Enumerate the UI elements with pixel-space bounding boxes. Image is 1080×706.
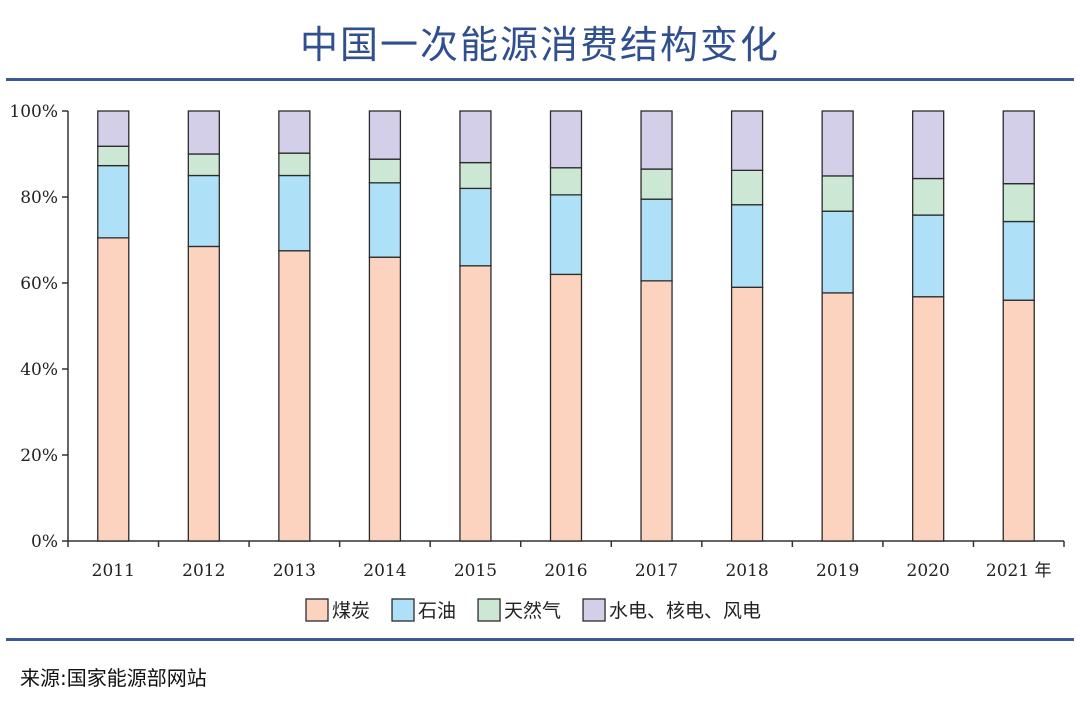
x-tick-label: 2011 xyxy=(92,561,135,581)
bar-segment xyxy=(278,174,311,252)
bar-segment xyxy=(912,296,945,542)
bar-segment xyxy=(912,214,945,298)
bar-segment xyxy=(278,250,311,542)
x-tick-label: 2021 年 xyxy=(986,561,1052,581)
legend-swatch xyxy=(477,598,501,622)
bar-segment xyxy=(549,167,583,196)
chart-axes: 0% 20% 40% 60% 80% 100% 2011 2012 2013 2014 2015 20… xyxy=(9,102,1065,581)
bar-segment xyxy=(821,110,854,177)
legend-swatch xyxy=(391,598,415,622)
bar-segment xyxy=(459,265,492,542)
legend-label: 石油 xyxy=(418,600,456,622)
x-tick-label: 2015 xyxy=(454,561,497,581)
y-tick-label: 60% xyxy=(20,274,58,294)
bar-segment xyxy=(640,110,673,170)
chart-bars xyxy=(97,110,1035,542)
bar-segment xyxy=(730,169,764,206)
legend-label: 煤炭 xyxy=(332,600,370,622)
bar-segment xyxy=(821,175,854,212)
x-tick-label: 2014 xyxy=(363,561,406,581)
legend-swatch xyxy=(582,598,606,622)
chart-title: 中国一次能源消费结构变化 xyxy=(299,23,780,67)
bar-segment xyxy=(459,187,492,267)
x-tick-label: 2019 xyxy=(816,561,859,581)
legend-label: 天然气 xyxy=(504,600,561,622)
bar-segment xyxy=(912,110,945,180)
bar-segment xyxy=(187,245,220,542)
stacked-bar-chart: 0% 20% 40% 60% 80% 100% 2011 2012 2013 2014 2015 20… xyxy=(9,102,1065,622)
bar-segment xyxy=(97,164,130,239)
y-tick-label: 0% xyxy=(31,532,58,552)
bar-segment xyxy=(730,110,764,171)
bar-segment xyxy=(730,286,764,542)
bar-segment xyxy=(368,110,402,160)
legend-swatch xyxy=(305,598,329,622)
y-tick-label: 20% xyxy=(20,446,58,466)
y-tick-label: 40% xyxy=(20,360,58,380)
bar-segment xyxy=(640,280,673,542)
bar-segment xyxy=(1002,183,1035,223)
bar-segment xyxy=(1002,110,1035,185)
bar-segment xyxy=(459,110,492,164)
bar-segment xyxy=(278,110,311,154)
bar-segment xyxy=(821,292,854,542)
bar-segment xyxy=(640,168,673,200)
bar-segment xyxy=(97,110,130,147)
y-tick-label: 80% xyxy=(20,188,58,208)
x-tick-label: 2020 xyxy=(907,561,950,581)
x-tick-label: 2013 xyxy=(273,561,316,581)
x-tick-label: 2017 xyxy=(635,561,678,581)
bar-segment xyxy=(912,177,945,216)
bar-segment xyxy=(821,210,854,294)
bar-segment xyxy=(97,237,130,542)
bar-segment xyxy=(368,158,402,184)
legend-label: 水电、核电、风电 xyxy=(609,600,761,622)
bar-segment xyxy=(1002,220,1035,301)
bar-segment xyxy=(1002,299,1035,542)
bar-segment xyxy=(549,110,583,169)
chart-legend: 煤炭 石油 天然气 水电、核电、风电 xyxy=(305,598,761,622)
bar-segment xyxy=(549,194,583,276)
bar-segment xyxy=(640,198,673,282)
source-note: 来源:国家能源部网站 xyxy=(20,666,207,690)
bar-segment xyxy=(187,174,220,248)
bar-segment xyxy=(97,145,130,167)
bar-segment xyxy=(549,273,583,542)
bar-segment xyxy=(278,152,311,177)
bar-segment xyxy=(187,110,220,155)
bar-segment xyxy=(730,204,764,288)
x-tick-label: 2012 xyxy=(182,561,225,581)
bar-segment xyxy=(459,161,492,190)
title-divider xyxy=(6,78,1074,81)
footer-divider xyxy=(6,638,1074,641)
bar-segment xyxy=(368,182,402,258)
y-tick-label: 100% xyxy=(9,102,58,122)
bar-segment xyxy=(187,153,220,177)
x-tick-label: 2018 xyxy=(725,561,768,581)
bar-segment xyxy=(368,256,402,542)
x-tick-label: 2016 xyxy=(544,561,587,581)
